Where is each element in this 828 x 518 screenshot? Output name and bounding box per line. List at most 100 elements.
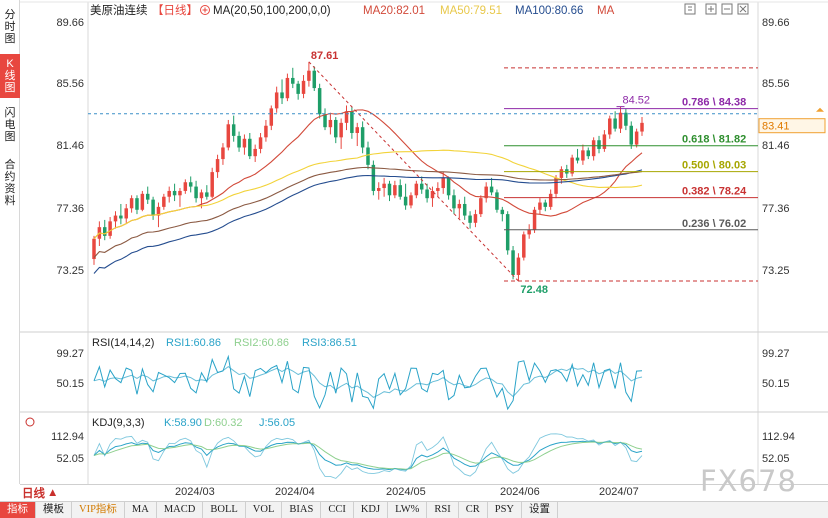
candles-layer <box>92 61 644 282</box>
candle-body <box>92 238 96 260</box>
indicator-tab-12[interactable]: CR <box>459 502 488 518</box>
indicator-tab-7[interactable]: BIAS <box>282 502 322 518</box>
indicator-tab-0[interactable]: 指标 <box>0 502 36 518</box>
indicator-tab-6[interactable]: VOL <box>246 502 283 518</box>
candle <box>210 167 214 199</box>
candle <box>307 61 311 87</box>
candle-body <box>581 150 585 161</box>
candle <box>253 144 257 162</box>
candle <box>140 190 145 212</box>
candle <box>280 79 284 105</box>
candle <box>425 183 429 203</box>
kdj-k-line <box>93 440 643 471</box>
zoom-out-icon <box>721 3 733 15</box>
sidebar-tab-0[interactable]: 分时图 <box>4 9 16 45</box>
candle-body <box>403 196 408 206</box>
indicator-tab-5[interactable]: BOLL <box>203 502 246 518</box>
indicator-tab-11[interactable]: RSI <box>427 502 459 518</box>
candle <box>430 186 435 207</box>
toolbar-icons[interactable] <box>684 3 749 15</box>
candle-body <box>387 183 392 196</box>
candle <box>371 160 376 196</box>
candle <box>344 105 349 131</box>
candle <box>221 143 225 165</box>
candle-body <box>409 195 413 206</box>
candle-body <box>634 131 639 145</box>
kline-chart[interactable]: 87.61 72.48 84.52 0.786 \ 84.38 0.618 \ 81.8… <box>0 0 828 484</box>
ma50-line <box>93 149 643 240</box>
candle <box>258 132 263 154</box>
candle-body <box>505 214 510 251</box>
candle <box>339 118 343 149</box>
candle-body <box>479 198 483 215</box>
candle-body <box>242 138 247 148</box>
candle-body <box>495 192 499 210</box>
candle-body <box>430 190 435 199</box>
date-tick-label: 2024/07 <box>599 486 639 498</box>
candle <box>285 73 290 102</box>
candle-body <box>221 147 225 160</box>
rsi2-line <box>93 365 643 398</box>
candle-body <box>145 193 150 200</box>
kdj-settings-icon[interactable] <box>25 417 35 427</box>
candle <box>484 182 488 203</box>
candle-body <box>113 215 118 222</box>
candle-body <box>258 137 263 149</box>
candle <box>387 180 392 202</box>
fib-low-label: 72.48 <box>520 284 548 296</box>
fib-level-label: 0.236 \ 76.02 <box>682 218 746 230</box>
indicator-tab-9[interactable]: KDJ <box>354 502 389 518</box>
indicator-tab-8[interactable]: CCI <box>321 502 354 518</box>
candle-body <box>376 188 381 191</box>
symbol-title: 美原油连续 <box>90 3 148 17</box>
kdj-tick-left: 112.94 <box>51 431 84 443</box>
indicator-tab-10[interactable]: LW% <box>388 502 428 518</box>
candle <box>205 185 209 200</box>
candle <box>151 196 155 220</box>
candle-body <box>140 193 145 210</box>
candle-body <box>339 122 343 138</box>
candle <box>559 166 564 184</box>
candle <box>323 108 327 131</box>
arrow-up-icon <box>816 107 824 112</box>
indicator-tab-4[interactable]: MACD <box>157 502 204 518</box>
indicator-tab-1[interactable]: 模板 <box>36 502 72 518</box>
indicator-tab-2[interactable]: VIP指标 <box>72 502 125 518</box>
candle <box>591 137 596 161</box>
candle <box>624 108 628 131</box>
candle-body <box>618 112 623 129</box>
sidebar-tab-3[interactable]: 合约资料 <box>4 159 16 207</box>
price-tick-left: 73.25 <box>56 265 84 277</box>
candle-body <box>135 198 139 210</box>
ma100-line <box>93 169 643 274</box>
indicator-tab-3[interactable]: MA <box>125 502 157 518</box>
kdj-tick-left: 52.05 <box>56 453 84 465</box>
candle <box>215 154 220 178</box>
candle-body <box>280 92 284 99</box>
candle <box>393 180 397 199</box>
candle-body <box>511 250 515 275</box>
candle <box>629 121 634 149</box>
candle <box>102 219 107 241</box>
candle-body <box>591 140 596 157</box>
candle <box>274 86 279 113</box>
chart-settings-icon <box>684 3 696 15</box>
candle <box>409 192 413 209</box>
candle-body <box>301 80 306 94</box>
indicator-tab-13[interactable]: PSY <box>488 502 523 518</box>
candle-body <box>334 119 338 138</box>
candle <box>312 66 317 91</box>
candle <box>479 195 483 218</box>
candle-body <box>317 88 322 115</box>
indicator-tab-14[interactable]: 设置 <box>522 502 559 518</box>
settings-icon[interactable] <box>200 5 210 15</box>
candle-body <box>167 190 171 197</box>
candle <box>554 175 558 199</box>
candle-body <box>608 118 612 135</box>
period-selector-button[interactable]: 日线 ▲ <box>22 485 58 500</box>
candle-body <box>446 177 451 196</box>
candle <box>194 180 198 203</box>
sidebar-tab-2[interactable]: 闪电图 <box>4 107 16 143</box>
candle-body <box>124 208 128 219</box>
